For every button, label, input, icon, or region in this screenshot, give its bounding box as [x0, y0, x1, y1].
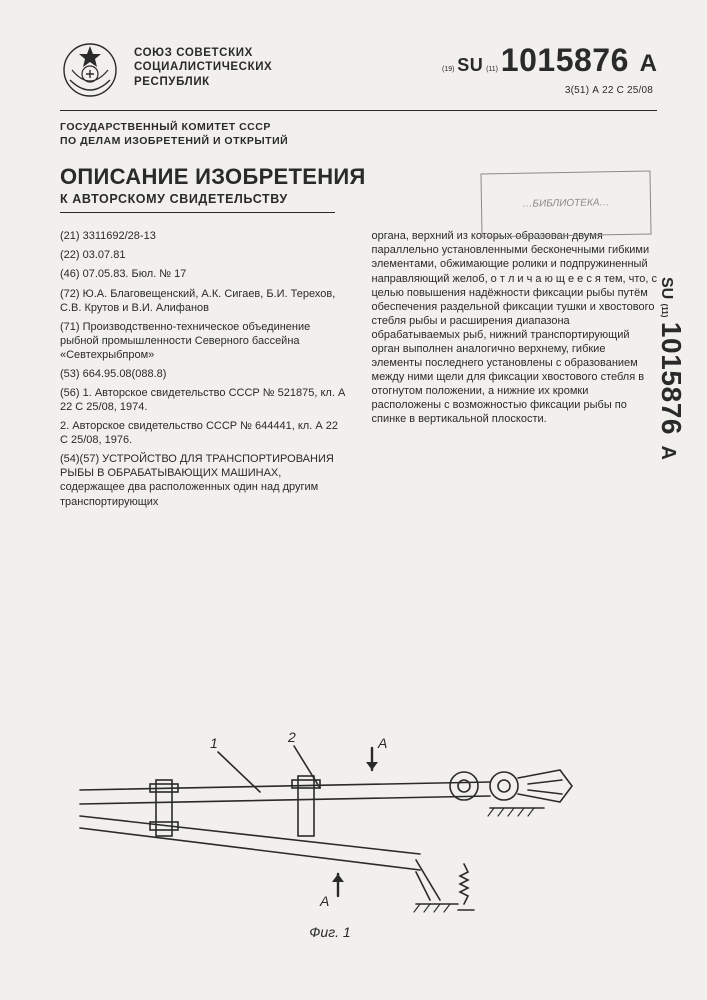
field-22: (22) 03.07.81 [60, 248, 346, 262]
library-stamp: …БИБЛИОТЕКА… [480, 171, 651, 238]
field-54-57: (54)(57) УСТРОЙСТВО ДЛЯ ТРАНСПОРТИРОВАНИ… [60, 452, 346, 508]
field-11: (11) [486, 66, 498, 73]
country-code: SU [457, 55, 483, 75]
abstract-text: органа, верхний из которых образован дву… [372, 229, 658, 426]
field-21: (21) 3311692/28-13 [60, 229, 346, 243]
spine-kind: A [657, 446, 679, 460]
patent-number: 1015876 [501, 42, 629, 78]
field-19: (19) [442, 66, 454, 73]
patent-id-block: (19) SU (11) 1015876 A 3(51) А 22 С 25/0… [442, 40, 657, 96]
svg-text:A: A [319, 893, 329, 909]
left-column: (21) 3311692/28-13 (22) 03.07.81 (46) 07… [60, 229, 346, 513]
spine-number: 1015876 [656, 322, 687, 435]
figure-label: Фиг. 1 [309, 924, 350, 940]
ussr-emblem [60, 40, 120, 102]
issuing-organization: СОЮЗ СОВЕТСКИХСОЦИАЛИСТИЧЕСКИХРЕСПУБЛИК [134, 40, 428, 89]
field-56a: (56) 1. Авторское свидетельство СССР № 5… [60, 386, 346, 414]
spine-patent-id: SU (11) 1015876 A [655, 277, 687, 460]
field-56b: 2. Авторское свидетельство СССР № 644441… [60, 419, 346, 447]
field-72: (72) Ю.А. Благовещенский, А.К. Сигаев, Б… [60, 287, 346, 315]
divider [60, 110, 657, 111]
svg-text:A: A [377, 735, 387, 751]
kind-code: A [640, 50, 657, 77]
spine-country-code: SU [658, 277, 675, 299]
field-71: (71) Производственно-техническое объедин… [60, 320, 346, 362]
body-columns: (21) 3311692/28-13 (22) 03.07.81 (46) 07… [60, 229, 657, 513]
ipc-prefix: 3(51) [565, 85, 589, 96]
field-46: (46) 07.05.83. Бюл. № 17 [60, 267, 346, 281]
committee-name: ГОСУДАРСТВЕННЫЙ КОМИТЕТ СССРПО ДЕЛАМ ИЗО… [60, 121, 390, 148]
spine-field-11: (11) [660, 304, 669, 318]
svg-text:1: 1 [210, 735, 218, 751]
svg-text:2: 2 [287, 729, 296, 745]
right-column: органа, верхний из которых образован дву… [372, 229, 658, 513]
ipc-code: А 22 С 25/08 [592, 85, 653, 96]
field-53: (53) 664.95.08(088.8) [60, 367, 346, 381]
title-underline [60, 212, 335, 213]
figure-1: 1 2 A A Фиг. 1 [60, 700, 600, 960]
